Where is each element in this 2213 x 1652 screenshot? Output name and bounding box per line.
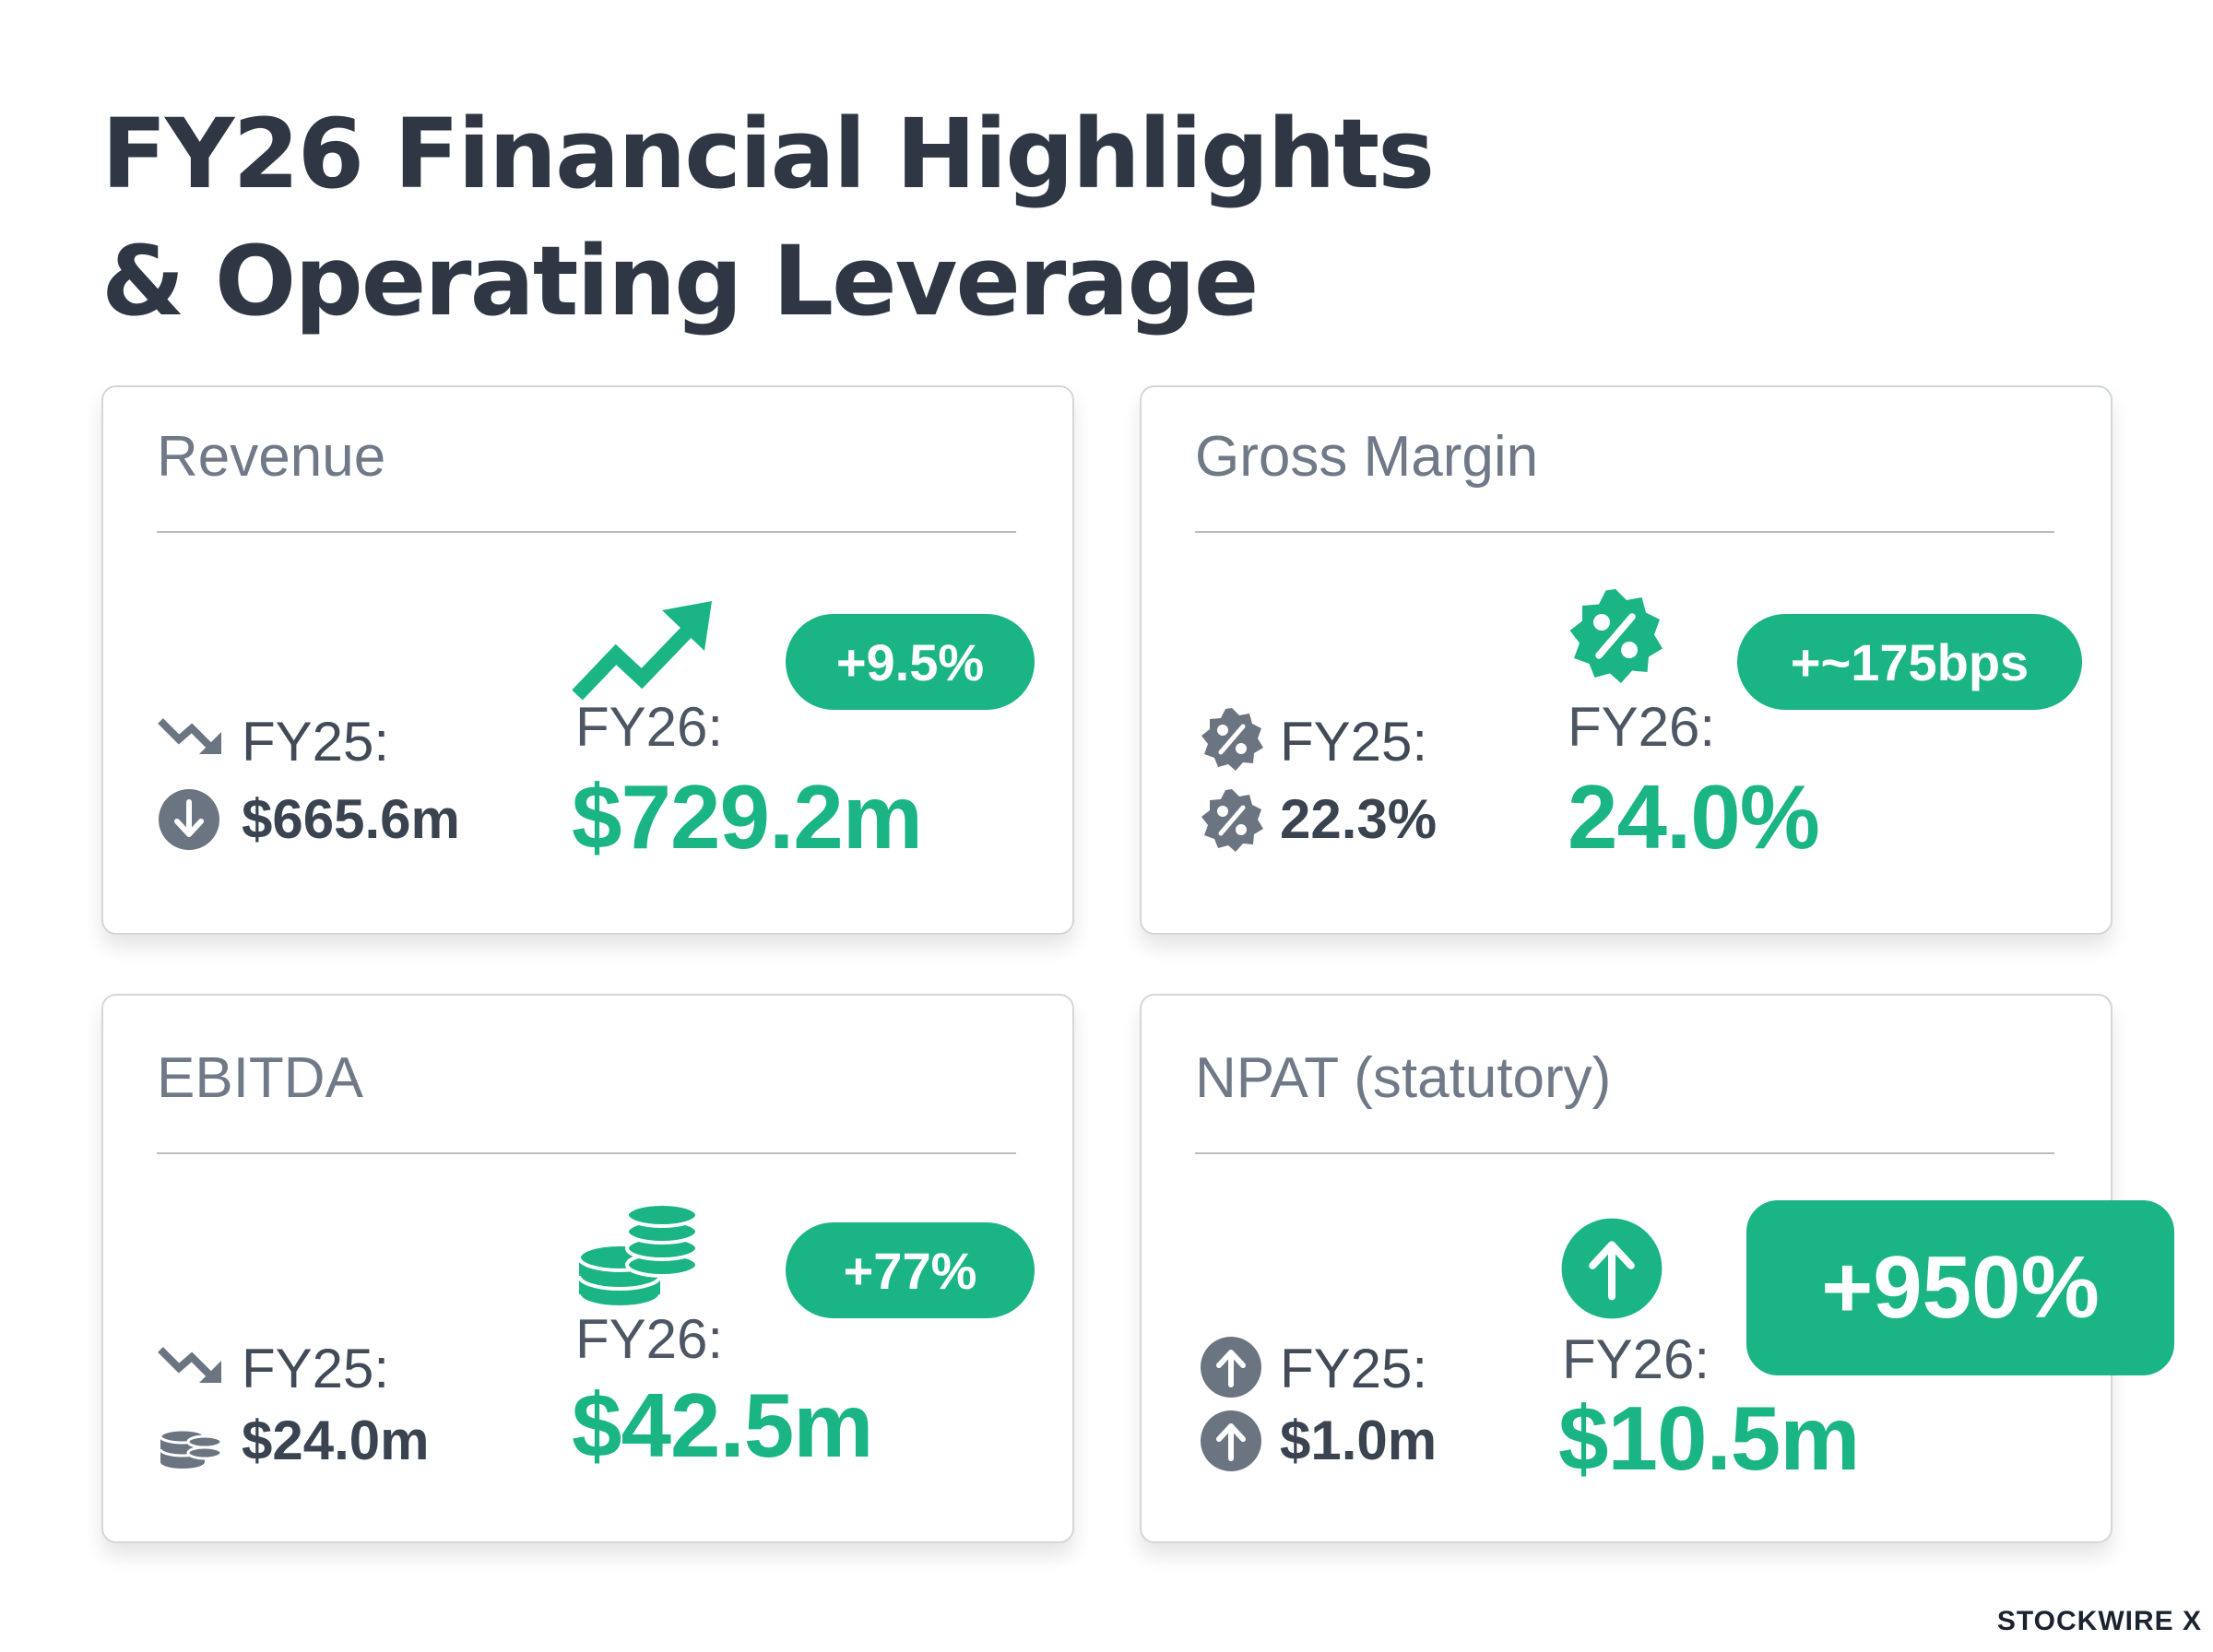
fy26-value: 24.0%: [1568, 766, 1820, 867]
fy26-value: $729.2m: [572, 766, 923, 867]
change-badge: +77%: [786, 1222, 1035, 1318]
card-divider: [157, 531, 1016, 533]
page-title: FY26 Financial Highlights & Operating Le…: [101, 90, 1435, 345]
fy26-label: FY26:: [1568, 696, 1716, 758]
page-title-line-1: FY26 Financial Highlights: [101, 98, 1435, 210]
coin-stacks-icon: [577, 1202, 699, 1309]
arrow-up-circle-icon: [1201, 1337, 1261, 1398]
arrow-up-circle-icon: [1201, 1410, 1261, 1471]
change-badge: +950%: [1746, 1200, 2174, 1375]
card-title: Gross Margin: [1195, 425, 1539, 489]
arrow-down-circle-icon: [159, 789, 219, 850]
percent-badge-icon: [1201, 708, 1263, 771]
percent-badge-icon: [1201, 789, 1263, 852]
change-badge: +~175bps: [1737, 614, 2082, 710]
fy25-value: $1.0m: [1280, 1410, 1438, 1471]
fy25-label: FY25:: [1280, 1338, 1428, 1399]
coin-stack-icon: [159, 1428, 223, 1469]
page-title-line-2: & Operating Leverage: [101, 225, 1259, 337]
card-title: NPAT (statutory): [1195, 1046, 1612, 1110]
npat-card: NPAT (statutory) FY25: $1.0m FY26: $10.5…: [1140, 994, 2174, 1543]
percent-badge-icon: [1569, 589, 1663, 683]
trend-down-icon: [158, 1347, 221, 1383]
change-badge: +9.5%: [786, 614, 1035, 710]
stockwire-logo: STOCKWIRE X: [1996, 1606, 2202, 1636]
fy26-label: FY26:: [1562, 1328, 1710, 1390]
card-divider: [157, 1152, 1016, 1154]
trend-down-icon: [158, 718, 221, 754]
card-title: Revenue: [157, 425, 386, 489]
fy26-label: FY26:: [575, 696, 724, 758]
revenue-card: Revenue FY25: $665.6m FY26: $729.2m +9.5…: [101, 385, 1074, 935]
fy26-label: FY26:: [575, 1308, 724, 1370]
fy25-value: $24.0m: [242, 1410, 430, 1471]
trend-up-arrow-icon: [572, 601, 712, 701]
fy25-value: 22.3%: [1280, 788, 1438, 850]
card-title: EBITDA: [157, 1046, 363, 1110]
arrow-up-circle-icon: [1561, 1218, 1663, 1319]
card-divider: [1195, 531, 2054, 533]
fy26-value: $42.5m: [572, 1375, 873, 1476]
fy25-label: FY25:: [242, 1338, 390, 1399]
card-divider: [1195, 1152, 2054, 1154]
fy25-label: FY25:: [1280, 711, 1428, 773]
fy25-value: $665.6m: [242, 788, 460, 850]
ebitda-card: EBITDA FY25: $24.0m FY26: $42.5m +77%: [101, 994, 1074, 1543]
fy25-label: FY25:: [242, 711, 390, 773]
fy26-value: $10.5m: [1558, 1387, 1860, 1489]
gross-margin-card: Gross Margin FY25: 22.3% FY26: 24.0% +~1…: [1140, 385, 2112, 935]
